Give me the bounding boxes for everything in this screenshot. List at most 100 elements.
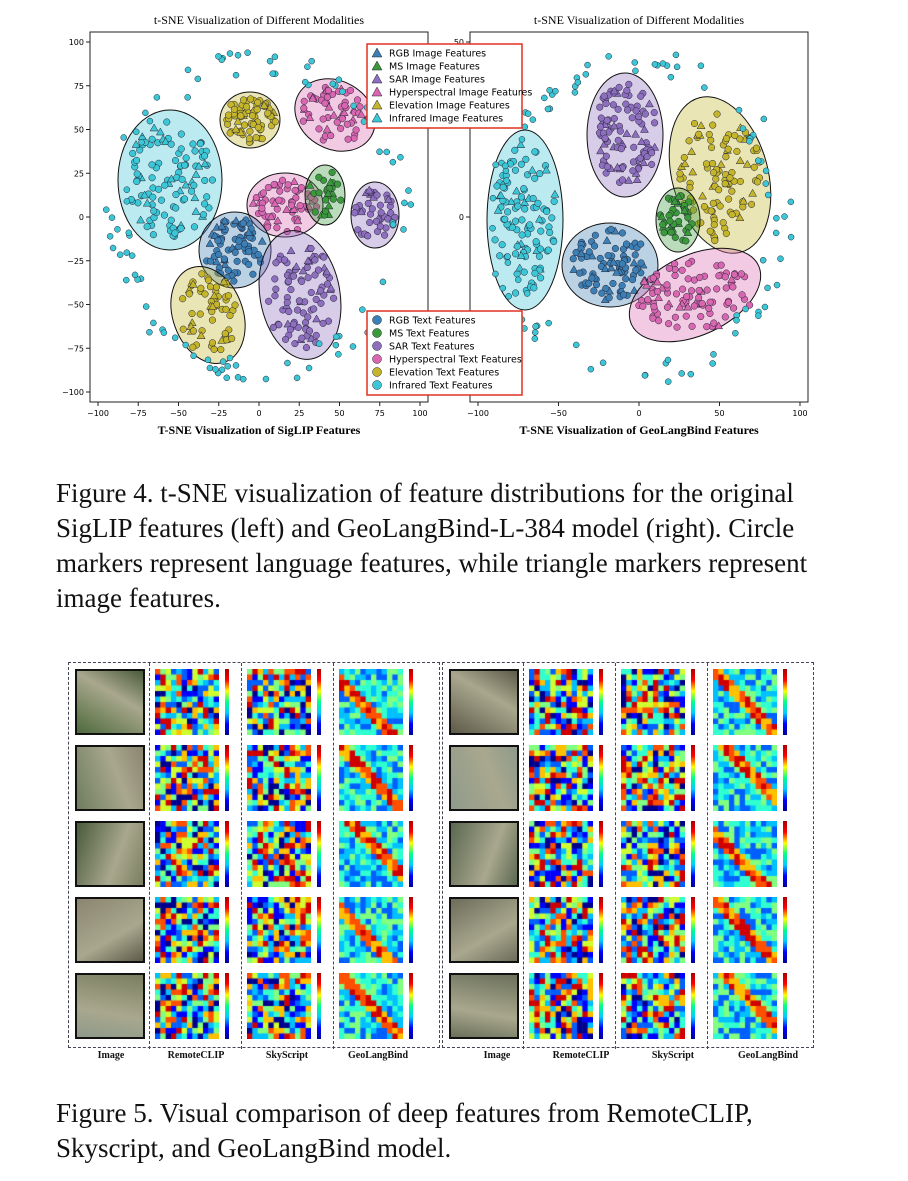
feature-heatmap — [713, 897, 777, 963]
image-feature-marker — [248, 198, 258, 207]
text-feature-marker — [534, 199, 542, 207]
text-feature-marker — [149, 231, 157, 239]
y-tick-label: −75 — [67, 344, 84, 353]
x-tick-label: −100 — [467, 409, 489, 418]
text-feature-marker — [491, 236, 499, 244]
remote-sensing-image — [75, 669, 145, 735]
feature-heatmap — [247, 745, 311, 811]
text-feature-marker — [249, 270, 257, 278]
text-feature-marker — [226, 311, 234, 320]
image-feature-marker — [515, 263, 525, 272]
image-feature-marker — [680, 206, 690, 214]
text-feature-marker — [307, 289, 315, 297]
image-feature-marker — [181, 180, 191, 189]
heatmap-colorbar — [409, 973, 413, 1039]
image-feature-marker — [244, 228, 254, 236]
text-feature-marker — [387, 209, 395, 217]
image-feature-marker — [739, 196, 748, 205]
text-feature-marker — [245, 260, 253, 268]
text-feature-marker — [676, 170, 684, 178]
heatmap-colorbar — [409, 821, 413, 887]
text-feature-marker — [210, 345, 218, 353]
text-feature-marker — [284, 277, 292, 285]
feature-heatmap — [247, 897, 311, 963]
feature-heatmap — [713, 745, 777, 811]
plot-title: t-SNE Visualization of Different Modalit… — [154, 13, 364, 27]
text-feature-marker — [258, 204, 266, 212]
infrared-text-marker — [389, 221, 397, 228]
infrared-text-marker — [142, 109, 149, 117]
infrared-text-marker — [489, 194, 497, 202]
heatmap-colorbar — [225, 897, 229, 963]
infrared-text-marker — [301, 78, 309, 86]
text-feature-marker — [368, 205, 376, 213]
text-feature-marker — [230, 105, 238, 113]
infrared-text-marker — [772, 229, 780, 237]
image-feature-marker — [196, 331, 206, 339]
figure5-grid — [68, 662, 814, 1050]
text-feature-marker — [736, 135, 744, 143]
text-feature-marker — [300, 97, 308, 105]
heatmap-colorbar — [691, 745, 695, 811]
infrared-text-marker — [742, 305, 749, 313]
feature-heatmap — [339, 897, 403, 963]
legend-label: RGB Text Features — [389, 316, 476, 327]
text-feature-marker — [304, 274, 312, 282]
text-feature-marker — [243, 103, 251, 111]
legend-label: Hyperspectral Text Features — [389, 355, 522, 366]
text-feature-marker — [206, 283, 214, 291]
infrared-text-marker — [761, 303, 769, 311]
text-feature-marker — [338, 115, 346, 123]
text-feature-marker — [733, 147, 741, 155]
text-feature-marker — [272, 259, 280, 267]
text-feature-marker — [291, 340, 299, 348]
text-feature-marker — [550, 197, 558, 205]
image-feature-marker — [735, 156, 745, 165]
text-feature-marker — [205, 204, 213, 212]
text-feature-marker — [526, 221, 534, 229]
infrared-text-marker — [269, 70, 276, 77]
image-feature-marker — [609, 257, 618, 266]
infrared-text-marker — [505, 293, 512, 300]
text-feature-marker — [511, 146, 519, 154]
text-feature-marker — [663, 303, 672, 311]
text-feature-marker — [302, 344, 311, 352]
infrared-text-marker — [504, 259, 512, 266]
text-feature-marker — [148, 174, 156, 182]
text-feature-marker — [695, 130, 703, 138]
text-feature-marker — [512, 289, 520, 297]
infrared-text-marker — [123, 249, 131, 256]
text-feature-marker — [636, 154, 644, 162]
x-tick-label: −25 — [210, 409, 227, 418]
feature-heatmap — [339, 669, 403, 735]
infrared-text-marker — [400, 226, 407, 233]
text-feature-marker — [171, 229, 179, 237]
text-feature-marker — [226, 129, 234, 137]
text-feature-marker — [298, 277, 306, 286]
image-feature-marker — [383, 195, 393, 203]
infrared-text-marker — [529, 116, 537, 123]
infrared-text-marker — [546, 86, 553, 94]
text-feature-marker — [709, 159, 717, 168]
infrared-text-marker — [523, 290, 531, 297]
heatmap-colorbar — [783, 973, 787, 1039]
text-feature-marker — [298, 334, 306, 342]
infrared-text-marker — [194, 75, 202, 83]
infrared-text-marker — [759, 256, 767, 264]
figure5-column-label: GeoLangBind — [737, 1050, 799, 1061]
text-feature-marker — [644, 296, 652, 304]
infrared-text-marker — [219, 358, 227, 365]
text-feature-marker — [711, 237, 719, 245]
text-feature-marker — [181, 195, 189, 203]
image-feature-marker — [188, 279, 198, 288]
infrared-text-marker — [531, 335, 539, 342]
x-tick-label: 100 — [792, 409, 807, 418]
text-feature-marker — [133, 156, 141, 164]
y-tick-label: 25 — [74, 169, 84, 178]
image-feature-marker — [191, 169, 201, 178]
text-feature-marker — [172, 204, 180, 212]
text-feature-marker — [364, 199, 372, 207]
text-feature-marker — [537, 274, 545, 282]
text-feature-marker — [376, 201, 384, 209]
text-feature-marker — [246, 127, 254, 135]
